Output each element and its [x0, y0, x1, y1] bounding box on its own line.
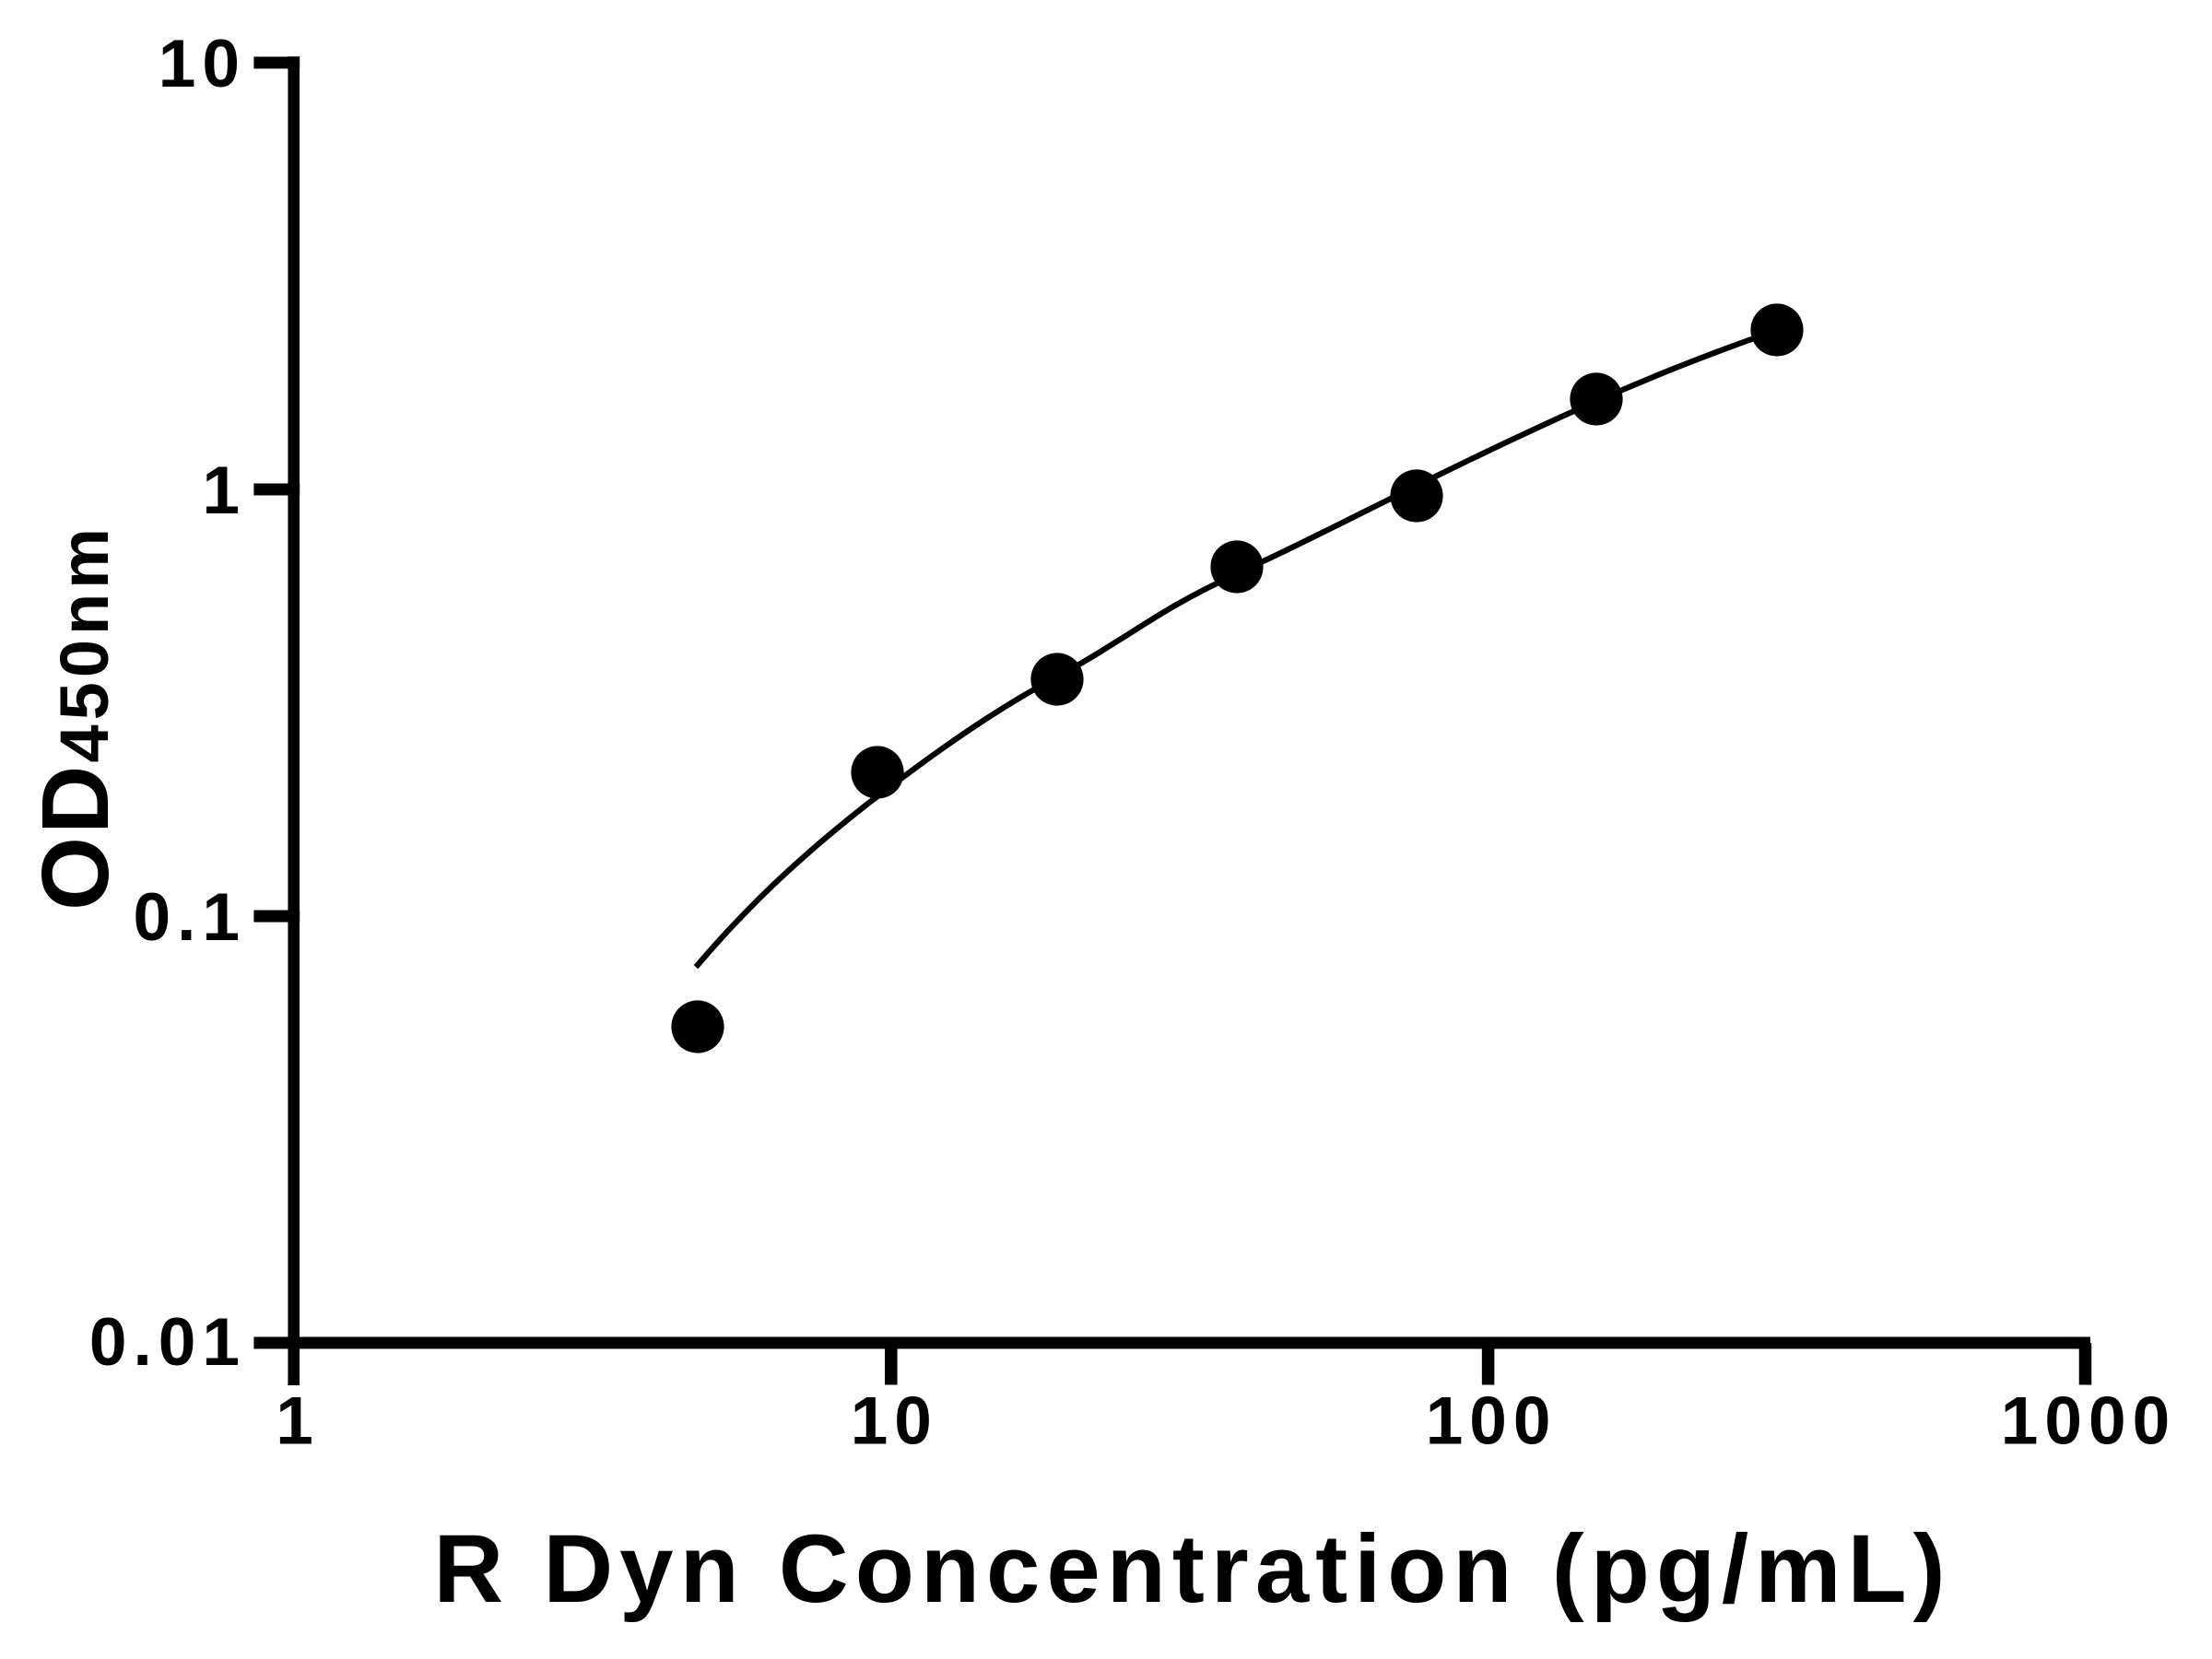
svg-text:10: 10 — [159, 27, 246, 101]
svg-text:0.1: 0.1 — [134, 880, 246, 955]
svg-text:1000: 1000 — [2001, 1384, 2176, 1459]
svg-text:1: 1 — [276, 1384, 320, 1459]
svg-text:10: 10 — [851, 1384, 938, 1459]
svg-text:0.01: 0.01 — [89, 1305, 246, 1380]
svg-text:R Dyn Concentration (pg/mL): R Dyn Concentration (pg/mL) — [433, 1515, 1951, 1623]
svg-text:100: 100 — [1426, 1384, 1558, 1459]
svg-text:1: 1 — [202, 453, 246, 528]
